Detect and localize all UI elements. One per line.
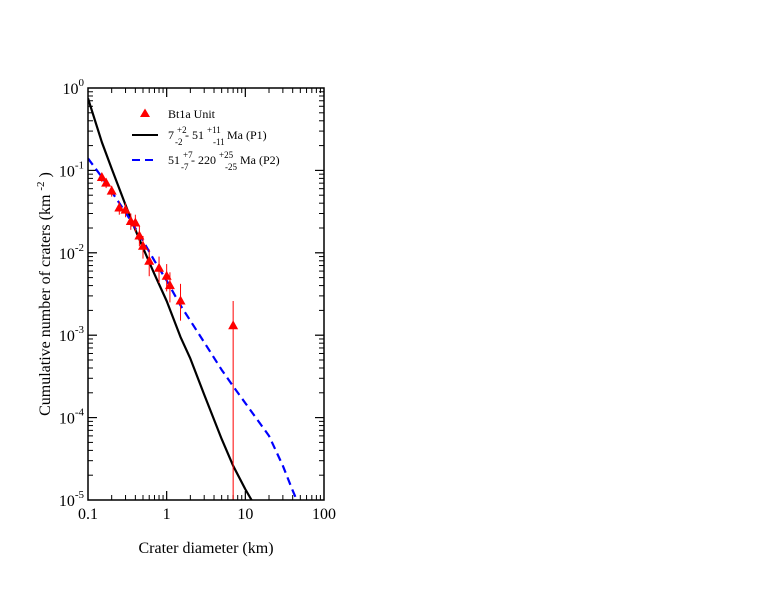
legend-label-p1: 7 +2 -2 - 51 +11 -11 Ma (P1) bbox=[168, 122, 267, 148]
y-tick-label-exponent: -2 bbox=[75, 242, 84, 254]
data-point bbox=[137, 235, 148, 259]
legend-item-p1: 7 +2 -2 - 51 +11 -11 Ma (P1) bbox=[132, 122, 267, 148]
data-point-triangle-marker bbox=[164, 280, 175, 290]
y-tick-label-exponent: -5 bbox=[75, 489, 85, 501]
legend-p2-age-min-minus: -7 bbox=[181, 162, 189, 172]
observed-crater-counts bbox=[96, 172, 239, 500]
legend-p1-age-min: 7 bbox=[168, 128, 174, 142]
legend-label-observed: Bt1a Unit bbox=[168, 107, 216, 121]
legend-p1-age-max: - 51 bbox=[185, 128, 204, 142]
y-tick-label-exponent: -1 bbox=[75, 159, 84, 171]
data-point bbox=[101, 177, 112, 189]
model-curve-p1 bbox=[88, 97, 253, 500]
y-tick-label: 10-2 bbox=[59, 242, 84, 263]
legend-p1-age-min-minus: -2 bbox=[175, 137, 183, 147]
legend-p2-age-max: - 220 bbox=[191, 153, 216, 167]
legend-p1-age-max-plus: +11 bbox=[207, 125, 221, 135]
y-tick-label-base: 10 bbox=[59, 411, 75, 428]
x-tick-labels: 0.1 1 10 100 bbox=[78, 506, 336, 523]
data-point bbox=[96, 172, 107, 183]
data-point bbox=[228, 301, 239, 500]
y-tick-label: 10-1 bbox=[59, 159, 84, 180]
data-point bbox=[154, 256, 165, 284]
legend-item-observed: Bt1a Unit bbox=[140, 107, 216, 121]
data-point-triangle-marker bbox=[228, 320, 239, 330]
legend-triangle-marker bbox=[140, 108, 150, 117]
legend-p1-unit: Ma (P1) bbox=[227, 128, 267, 142]
data-point-triangle-marker bbox=[101, 177, 112, 187]
data-point-triangle-marker bbox=[154, 262, 165, 272]
x-tick-label: 100 bbox=[312, 506, 336, 523]
data-point-triangle-marker bbox=[114, 202, 125, 212]
y-tick-label-exponent: 0 bbox=[79, 77, 85, 89]
y-axis-title-tail: ) bbox=[37, 172, 54, 177]
plot-frame bbox=[87, 87, 325, 501]
data-point-triangle-marker bbox=[137, 240, 148, 250]
y-axis-title-text: Cumulative number of craters (km bbox=[37, 194, 54, 416]
data-point bbox=[175, 283, 186, 321]
data-point bbox=[120, 203, 131, 218]
legend-p1-age-max-minus: -11 bbox=[213, 137, 225, 147]
y-tick-label: 100 bbox=[63, 77, 85, 98]
x-tick-label: 10 bbox=[237, 506, 253, 523]
y-tick-label: 10-3 bbox=[59, 324, 85, 345]
x-axis-title: Crater diameter (km) bbox=[138, 540, 273, 557]
data-point bbox=[130, 214, 141, 232]
legend-item-p2: 51 +7 -7 - 220 +25 -25 Ma (P2) bbox=[132, 147, 280, 173]
data-point-triangle-marker bbox=[96, 172, 107, 182]
y-axis-title: Cumulative number of craters (km -2 ) bbox=[31, 172, 54, 416]
axis-ticks bbox=[87, 87, 325, 501]
data-point-triangle-marker bbox=[161, 270, 172, 280]
y-tick-label-exponent: -4 bbox=[75, 407, 85, 419]
y-tick-label: 10-4 bbox=[59, 407, 85, 428]
legend-label-p2: 51 +7 -7 - 220 +25 -25 Ma (P2) bbox=[168, 147, 280, 173]
data-point-triangle-marker bbox=[106, 185, 117, 195]
data-point-triangle-marker bbox=[130, 217, 141, 227]
y-tick-label: 10-5 bbox=[59, 489, 85, 510]
data-point bbox=[106, 185, 117, 197]
y-axis-title-superscript: -2 bbox=[35, 181, 47, 190]
y-tick-label-exponent: -3 bbox=[75, 324, 85, 336]
y-tick-label-base: 10 bbox=[59, 163, 75, 180]
legend-p2-age-min: 51 bbox=[168, 153, 180, 167]
legend-p2-age-min-plus: +7 bbox=[183, 150, 193, 160]
data-point-triangle-marker bbox=[144, 255, 155, 265]
legend: Bt1a Unit 7 +2 -2 - 51 +11 -11 Ma (P1) 5… bbox=[132, 107, 280, 173]
data-point bbox=[114, 201, 125, 215]
y-tick-label-base: 10 bbox=[63, 81, 79, 98]
data-point bbox=[134, 226, 145, 247]
x-tick-label: 1 bbox=[163, 506, 171, 523]
y-tick-label-base: 10 bbox=[59, 493, 75, 510]
data-point-triangle-marker bbox=[120, 204, 131, 214]
x-tick-label: 0.1 bbox=[78, 506, 98, 523]
y-tick-label-base: 10 bbox=[59, 246, 75, 263]
legend-p1-age-min-plus: +2 bbox=[177, 125, 187, 135]
legend-p2-unit: Ma (P2) bbox=[240, 153, 280, 167]
data-point bbox=[144, 249, 155, 277]
y-tick-label-base: 10 bbox=[59, 328, 75, 345]
legend-p2-age-max-plus: +25 bbox=[219, 150, 234, 160]
legend-p2-age-max-minus: -25 bbox=[225, 162, 237, 172]
data-point-triangle-marker bbox=[134, 230, 145, 240]
data-point bbox=[164, 272, 175, 303]
data-point-triangle-marker bbox=[175, 295, 186, 305]
